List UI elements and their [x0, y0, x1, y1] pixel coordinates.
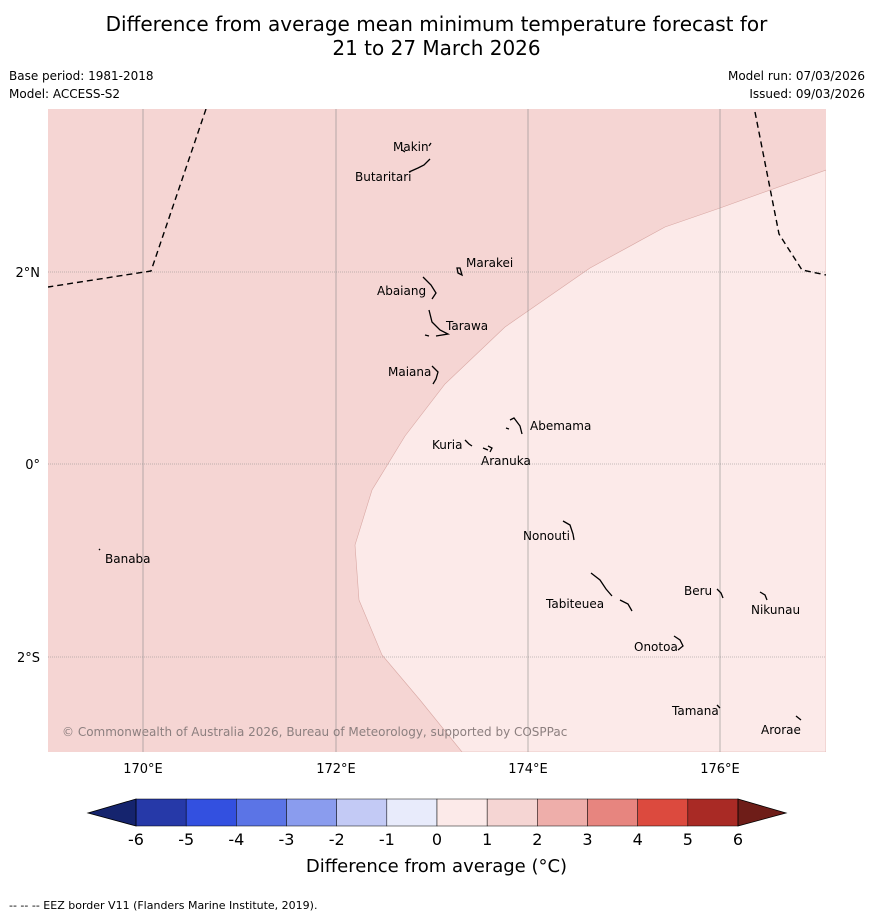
colorbar-cell: [587, 798, 638, 827]
colorbar-cells: [135, 798, 739, 827]
island-makin: [401, 142, 432, 153]
island-labels: Makin Butaritari Marakei Abaiang Tarawa Maian…: [105, 140, 801, 737]
colorbar-tick-label: 4: [633, 830, 643, 849]
island-label-maiana: Maiana: [388, 365, 431, 379]
title-line-1: Difference from average mean minimum tem…: [105, 12, 768, 36]
island-abemama: [505, 417, 523, 435]
lat-label: 0°: [25, 458, 40, 473]
issued-date: Issued: 09/03/2026: [749, 87, 865, 101]
colorbar-cell: [236, 798, 287, 827]
colorbar-cell: [386, 798, 438, 827]
colorbar-cell: [286, 798, 337, 827]
colorbar-cell: [436, 798, 488, 827]
colorbar-cell: [336, 798, 388, 827]
island-label-makin: Makin: [393, 140, 429, 154]
island-label-nikunau: Nikunau: [751, 603, 800, 617]
anomaly-zone-0-to-1: [354, 169, 826, 752]
island-aranuka: [482, 445, 493, 453]
island-label-nonouti: Nonouti: [523, 529, 570, 543]
colorbar-tick-label: 0: [432, 830, 442, 849]
colorbar-tick-label: -5: [178, 830, 194, 849]
meta-right: Model run: 07/03/2026 Issued: 09/03/2026: [728, 67, 865, 103]
island-label-kuria: Kuria: [432, 438, 463, 452]
model-name: Model: ACCESS-S2: [9, 87, 121, 101]
colorbar-cell: [185, 798, 237, 827]
island-nonouti: [562, 520, 575, 541]
lon-label: 174°E: [508, 762, 548, 777]
lat-label: 2°S: [17, 651, 40, 666]
island-abaiang: [422, 276, 437, 300]
island-label-banaba: Banaba: [105, 552, 151, 566]
island-tabiteuea: [590, 572, 633, 612]
island-tarawa: [424, 309, 451, 337]
colorbar-label: Difference from average (°C): [305, 856, 568, 877]
lon-label: 170°E: [123, 762, 163, 777]
lat-label: 2°N: [16, 266, 41, 281]
island-tamana: [716, 704, 721, 709]
base-period: Base period: 1981-2018: [9, 69, 154, 83]
colorbar-high-extension: [737, 798, 788, 827]
island-label-onotoa: Onotoa: [634, 640, 678, 654]
colorbar-cell: [687, 798, 739, 827]
map-title: Difference from average mean minimum tem…: [0, 12, 873, 60]
colorbar-tick-label: 6: [733, 830, 743, 849]
colorbar-tick-label: -3: [279, 830, 295, 849]
island-onotoa: [673, 635, 684, 651]
island-label-beru: Beru: [684, 584, 712, 598]
island-butaritari: [408, 158, 431, 173]
island-outlines: [98, 142, 802, 721]
latitude-labels: 2°N 0° 2°S: [16, 266, 41, 666]
island-maiana: [431, 365, 439, 385]
island-marakei: [456, 267, 464, 277]
colorbar-tick-label: 1: [482, 830, 492, 849]
island-nikunau: [759, 591, 768, 601]
island-label-tabiteuea: Tabiteuea: [545, 597, 604, 611]
lon-label: 172°E: [316, 762, 356, 777]
island-label-tamana: Tamana: [671, 704, 719, 718]
island-arorae: [795, 715, 802, 721]
colorbar-cell: [486, 798, 538, 827]
colorbar-tick-label: 3: [582, 830, 592, 849]
colorbar-tick-label: -6: [128, 830, 144, 849]
colorbar-cell: [637, 798, 689, 827]
island-label-abaiang: Abaiang: [377, 284, 426, 298]
colorbar-tick-label: 5: [683, 830, 693, 849]
lon-label: 176°E: [700, 762, 740, 777]
eez-borders: [48, 109, 826, 288]
island-label-arorae: Arorae: [761, 723, 801, 737]
colorbar-cell: [135, 798, 187, 827]
island-label-marakei: Marakei: [466, 256, 513, 270]
island-kuria: [464, 439, 473, 447]
eez-border-west: [48, 109, 207, 288]
footer-eez-note: -- -- -- EEZ border V11 (Flanders Marine…: [9, 899, 318, 912]
forecast-map: Makin Butaritari Marakei Abaiang Tarawa Maian…: [16, 109, 826, 777]
colorbar-ticks: -6 -5 -4 -3 -2 -1 0 1 2 3 4 5 6: [128, 830, 743, 849]
colorbar-tick-label: -4: [228, 830, 244, 849]
island-label-tarawa: Tarawa: [445, 319, 488, 333]
island-banaba: [98, 548, 101, 551]
model-run: Model run: 07/03/2026: [727, 69, 865, 83]
longitude-labels: 170°E 172°E 174°E 176°E: [123, 762, 740, 777]
island-beru: [716, 588, 724, 599]
island-label-aranuka: Aranuka: [481, 454, 531, 468]
eez-border-east: [754, 111, 826, 276]
meta-left: Base period: 1981-2018 Model: ACCESS-S2: [9, 67, 154, 103]
colorbar-low-extension: [86, 798, 137, 827]
colorbar-tick-label: -2: [329, 830, 345, 849]
copyright-notice: © Commonwealth of Australia 2026, Bureau…: [62, 725, 567, 739]
colorbar-cell: [537, 798, 588, 827]
title-line-2: 21 to 27 March 2026: [332, 36, 541, 60]
island-label-abemama: Abemama: [530, 419, 591, 433]
island-label-butaritari: Butaritari: [355, 170, 412, 184]
colorbar-tick-label: -1: [379, 830, 395, 849]
graticule: [48, 109, 826, 752]
colorbar-tick-label: 2: [532, 830, 542, 849]
